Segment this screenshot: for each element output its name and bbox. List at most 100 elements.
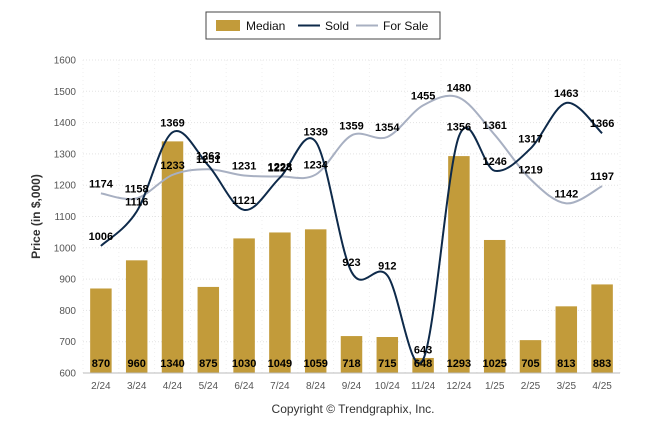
sold-value-label: 643	[414, 345, 432, 357]
x-tick-label: 11/24	[411, 381, 436, 392]
bar-value-label: 1025	[482, 358, 506, 370]
sold-value-label: 1006	[89, 231, 113, 243]
sold-value-label: 912	[378, 260, 396, 272]
for-sale-value-label: 1197	[590, 171, 614, 183]
bar-value-label: 875	[199, 358, 217, 370]
bar-median	[555, 306, 578, 373]
bar-value-label: 1340	[160, 358, 184, 370]
bar-value-label: 715	[378, 358, 396, 370]
x-tick-label: 10/24	[375, 381, 400, 392]
bar-value-label: 883	[593, 358, 611, 370]
sold-value-label: 1317	[518, 134, 542, 146]
x-tick-label: 4/25	[592, 381, 612, 392]
y-tick-label: 900	[59, 275, 76, 286]
bars-median	[90, 141, 613, 373]
y-tick-label: 700	[59, 337, 76, 348]
sold-value-label: 1339	[303, 127, 327, 139]
bar-median	[376, 337, 399, 373]
bar-median	[161, 141, 184, 373]
data-labels: 870 960 1340 875 1030 1049 1059 718 715 648 1293 10…	[89, 83, 615, 370]
bar-median	[197, 286, 220, 373]
bar-median	[591, 284, 613, 373]
bar-value-label: 960	[128, 358, 146, 370]
bar-value-label: 870	[92, 358, 110, 370]
sold-value-label: 1463	[554, 88, 578, 100]
sold-value-label: 1224	[268, 163, 293, 175]
legend-box	[205, 11, 441, 40]
legend-label-sold: Sold	[325, 19, 349, 33]
sold-value-label: 923	[342, 257, 360, 269]
for-sale-value-label: 1354	[375, 122, 400, 134]
x-tick-label: 3/25	[557, 381, 577, 392]
sold-value-label: 1263	[196, 150, 220, 162]
y-tick-label: 1100	[54, 212, 76, 223]
bar-value-label: 718	[342, 358, 360, 370]
legend-swatch-median	[216, 20, 240, 31]
legend-label-for-sale: For Sale	[383, 19, 429, 33]
x-tick-label: 1/25	[485, 381, 505, 392]
x-tick-label: 4/24	[163, 381, 183, 392]
sold-value-label: 1356	[447, 121, 471, 133]
y-tick-label: 1000	[54, 243, 77, 254]
bar-median	[90, 288, 112, 373]
legend-label-median: Median	[246, 19, 285, 33]
for-sale-value-label: 1142	[554, 188, 578, 200]
legend: Median Sold For Sale	[205, 11, 441, 40]
bar-median	[448, 156, 470, 373]
series-lines	[100, 94, 603, 365]
y-tick-label: 800	[59, 306, 76, 317]
sold-value-label: 1246	[482, 156, 506, 168]
x-tick-label: 5/24	[199, 381, 219, 392]
for-sale-value-label: 1234	[303, 160, 328, 172]
line-sold	[100, 101, 603, 365]
bar-median	[483, 239, 506, 373]
y-tick-label: 1300	[54, 149, 77, 160]
x-tick-label: 6/24	[234, 381, 254, 392]
bar-value-label: 1293	[447, 358, 471, 370]
bar-median	[340, 336, 363, 373]
x-tick-label: 3/24	[127, 381, 147, 392]
for-sale-value-label: 1228	[268, 161, 292, 173]
for-sale-value-label: 1361	[482, 120, 506, 132]
x-tick-label: 7/24	[270, 381, 290, 392]
x-tick-label: 2/25	[521, 381, 541, 392]
for-sale-value-label: 1480	[447, 83, 471, 95]
bar-value-label: 705	[521, 358, 539, 370]
bar-median	[304, 229, 327, 373]
bar-median	[125, 260, 148, 373]
bar-value-label: 813	[557, 358, 575, 370]
y-tick-label: 1400	[54, 118, 77, 129]
bar-value-label: 1030	[232, 358, 256, 370]
for-sale-value-label: 1174	[89, 178, 114, 190]
bar-value-label: 648	[414, 358, 432, 370]
y-tick-label: 1600	[54, 56, 77, 67]
x-tick-label: 2/24	[91, 381, 111, 392]
bar-median	[233, 238, 255, 373]
bar-median	[269, 232, 291, 373]
bar-median	[519, 340, 542, 373]
for-sale-value-label: 1455	[411, 90, 435, 102]
axes: 600 700 800 900 1000 1100 1200 1300 1400 1500 1600…	[29, 56, 620, 392]
y-tick-label: 1200	[54, 181, 77, 192]
for-sale-value-label: 1158	[125, 183, 149, 195]
sold-value-label: 1366	[590, 118, 614, 130]
sold-value-label: 1116	[125, 196, 148, 208]
bar-value-label: 1059	[303, 358, 327, 370]
bar-value-label: 1049	[268, 358, 292, 370]
for-sale-value-label: 1359	[339, 120, 363, 132]
x-tick-label: 9/24	[342, 381, 362, 392]
line-for-sale	[100, 94, 603, 205]
for-sale-value-label: 1233	[160, 160, 184, 172]
sold-value-label: 1121	[232, 195, 256, 207]
x-tick-label: 8/24	[306, 381, 326, 392]
for-sale-value-label: 1251	[196, 154, 220, 166]
y-tick-label: 1500	[54, 87, 77, 98]
x-tick-label: 12/24	[446, 381, 471, 392]
copyright-text: Copyright © Trendgraphix, Inc.	[272, 402, 435, 416]
for-sale-value-label: 1231	[232, 160, 256, 172]
y-tick-label: 600	[59, 369, 76, 380]
grid	[82, 59, 621, 374]
for-sale-value-label: 1219	[518, 164, 542, 176]
